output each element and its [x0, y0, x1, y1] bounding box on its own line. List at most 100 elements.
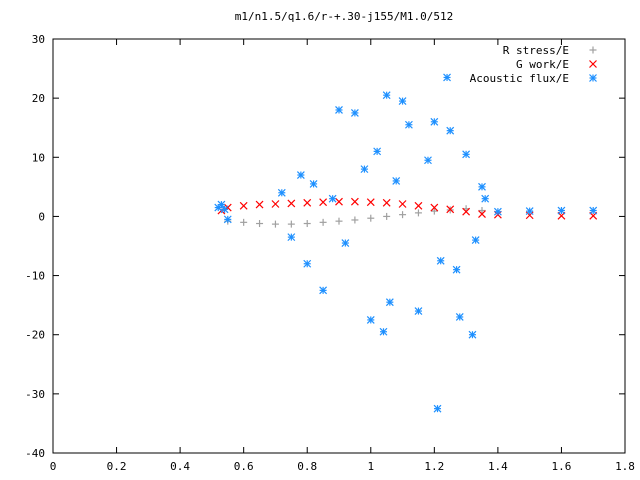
x-tick-label: 1.4 [488, 460, 508, 473]
data-point [430, 203, 439, 212]
data-point [557, 206, 566, 215]
data-point [525, 207, 534, 216]
data-point [335, 217, 343, 225]
data-point [382, 198, 391, 207]
data-point [255, 200, 264, 209]
tick-labels: 0 0.2 0.4 0.6 0.8 1 1.2 1.4 1.6 1.8 30 20 10 0 -10 -20 -… [25, 33, 635, 473]
y-tick-label: 20 [32, 92, 45, 105]
data-point [296, 171, 305, 179]
data-point [399, 211, 407, 219]
data-point [373, 147, 382, 156]
data-point [303, 198, 312, 207]
axis-ticks [52, 38, 626, 454]
x-tick-label: 1.8 [615, 460, 635, 473]
data-point [256, 220, 264, 228]
chart-title: m1/n1.5/q1.6/r-+.30-j155/M1.0/512 [235, 10, 454, 23]
data-point [414, 307, 423, 315]
data-point [462, 150, 471, 159]
data-point [319, 286, 328, 295]
legend-label: R stress/E [503, 44, 569, 57]
data-point [430, 207, 438, 215]
data-point [424, 156, 432, 165]
data-point [287, 199, 296, 208]
data-point [446, 205, 455, 214]
data-point [404, 120, 413, 129]
data-point [433, 404, 442, 413]
y-tick-label: 0 [38, 210, 45, 223]
data-point [360, 165, 369, 174]
data-point [223, 215, 232, 224]
y-tick-label: 30 [32, 33, 45, 46]
legend-marker [589, 46, 597, 54]
data-point [271, 200, 280, 208]
data-point [350, 197, 359, 206]
x-tick-label: 0.8 [297, 460, 317, 473]
data-point [319, 198, 328, 207]
data-point [478, 182, 486, 191]
data-point [367, 214, 375, 222]
data-point [328, 194, 337, 203]
data-point [239, 201, 248, 210]
data-point [382, 91, 391, 100]
data-point [430, 117, 439, 126]
data-point [220, 205, 229, 214]
series-0 [224, 205, 486, 228]
y-tick-label: -30 [25, 388, 45, 401]
data-point [309, 179, 318, 188]
x-tick-label: 1.2 [424, 460, 444, 473]
series-1 [217, 197, 598, 220]
data-point [468, 330, 477, 339]
y-tick-label: -40 [25, 447, 45, 460]
data-point [471, 236, 480, 245]
data-point [287, 233, 296, 242]
data-point [217, 200, 226, 209]
legend-label: G work/E [516, 58, 569, 71]
data-point [341, 239, 350, 247]
data-point [383, 212, 391, 220]
data-point [385, 298, 394, 307]
x-tick-label: 1 [367, 460, 374, 473]
data-point [335, 106, 343, 114]
data-point [462, 207, 471, 216]
data-point [351, 216, 359, 224]
x-tick-label: 0.6 [234, 460, 254, 473]
y-tick-label: 10 [32, 151, 45, 164]
data-point [481, 194, 490, 203]
data-point [366, 198, 375, 207]
x-tick-label: 0.4 [170, 460, 190, 473]
data-point [287, 220, 295, 228]
data-point [478, 210, 486, 218]
data-point [366, 316, 375, 324]
data-point [398, 200, 407, 208]
x-tick-label: 0 [50, 460, 57, 473]
legend-marker [589, 74, 597, 82]
data-point [398, 97, 407, 106]
legend-label: Acoustic flux/E [470, 72, 569, 85]
data-point [271, 220, 279, 228]
data-point [350, 109, 359, 117]
data-point [452, 265, 461, 274]
data-point [414, 201, 423, 210]
plot-frame [52, 38, 626, 454]
data-point [319, 218, 327, 226]
data-point [443, 73, 451, 82]
plot-series [214, 73, 598, 413]
data-point [436, 256, 445, 265]
series-2 [214, 73, 598, 413]
data-point [303, 259, 312, 268]
data-point [392, 177, 401, 185]
data-point [335, 197, 343, 206]
data-point [446, 126, 455, 135]
x-tick-label: 0.2 [107, 460, 127, 473]
data-point [240, 218, 248, 226]
data-point [455, 313, 464, 321]
data-point [277, 188, 286, 197]
legend-marker [589, 60, 597, 68]
y-tick-label: -10 [25, 270, 45, 283]
data-point [379, 327, 388, 336]
data-point [478, 207, 486, 215]
data-point [589, 206, 598, 215]
data-point [493, 207, 502, 216]
